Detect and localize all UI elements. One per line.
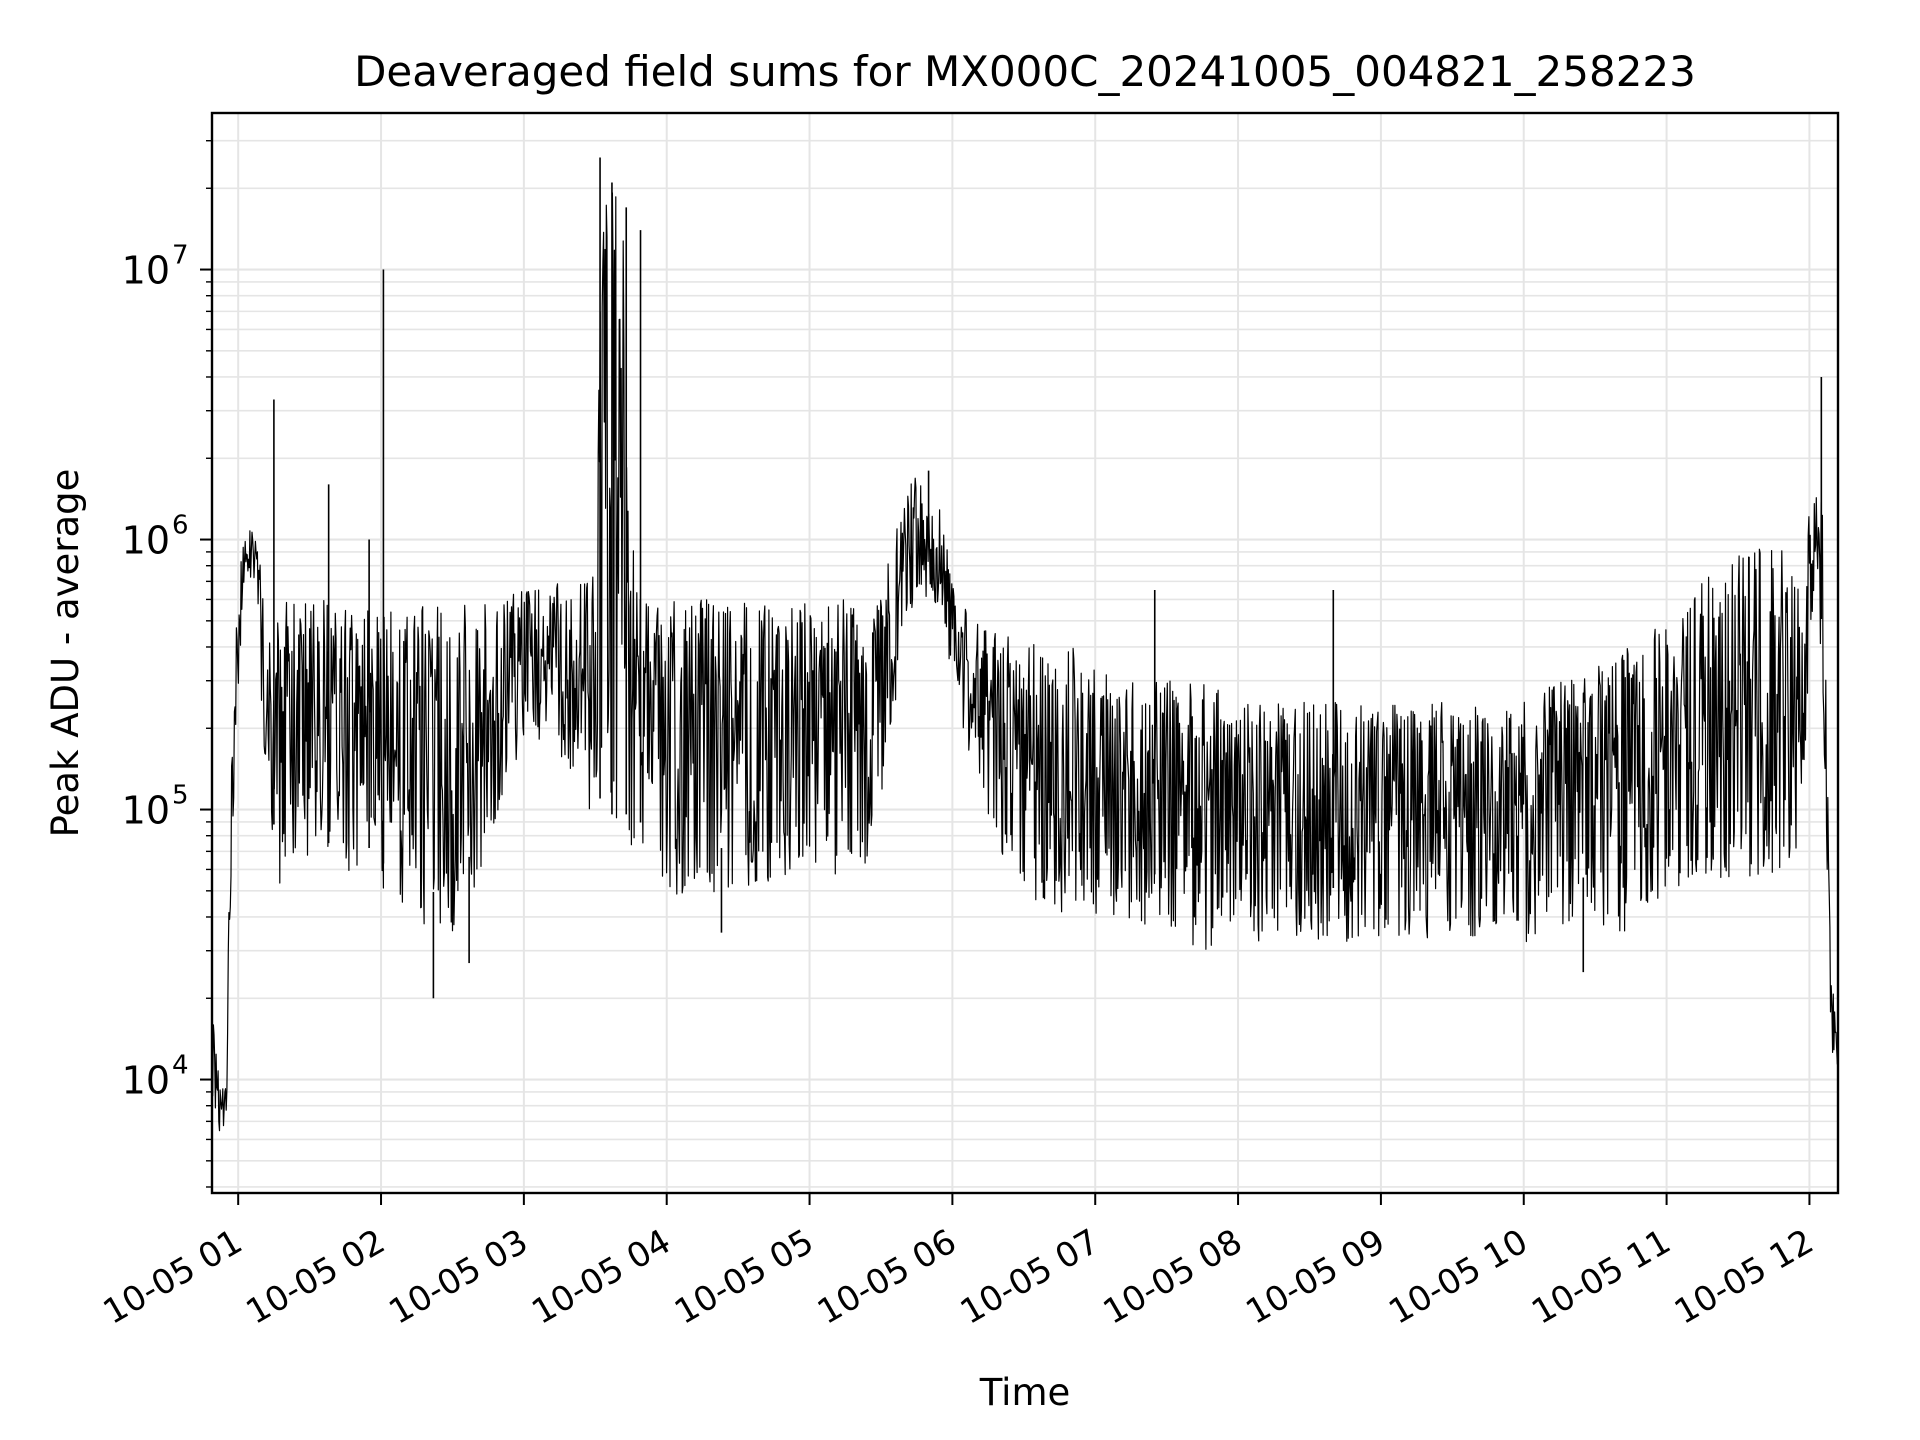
data-series: [212, 157, 1838, 1132]
chart-title: Deaveraged field sums for MX000C_2024100…: [354, 47, 1696, 96]
y-tick-exponent: 4: [172, 1051, 189, 1081]
plot-frame: [210, 111, 1840, 1195]
y-tick-label: 10: [122, 789, 170, 833]
grid: [212, 113, 1838, 1193]
x-axis-label: Time: [979, 1371, 1071, 1414]
y-tick-label: 10: [122, 1059, 170, 1103]
y-tick-exponent: 5: [172, 781, 189, 811]
plot-area-background: [212, 113, 1838, 1193]
y-axis-label: Peak ADU - average: [44, 469, 87, 838]
y-tick-label: 10: [122, 249, 170, 293]
y-tick-label: 10: [122, 519, 170, 563]
series-line: [212, 192, 1838, 1132]
y-tick-exponent: 7: [172, 241, 189, 271]
y-tick-exponent: 6: [172, 511, 189, 541]
